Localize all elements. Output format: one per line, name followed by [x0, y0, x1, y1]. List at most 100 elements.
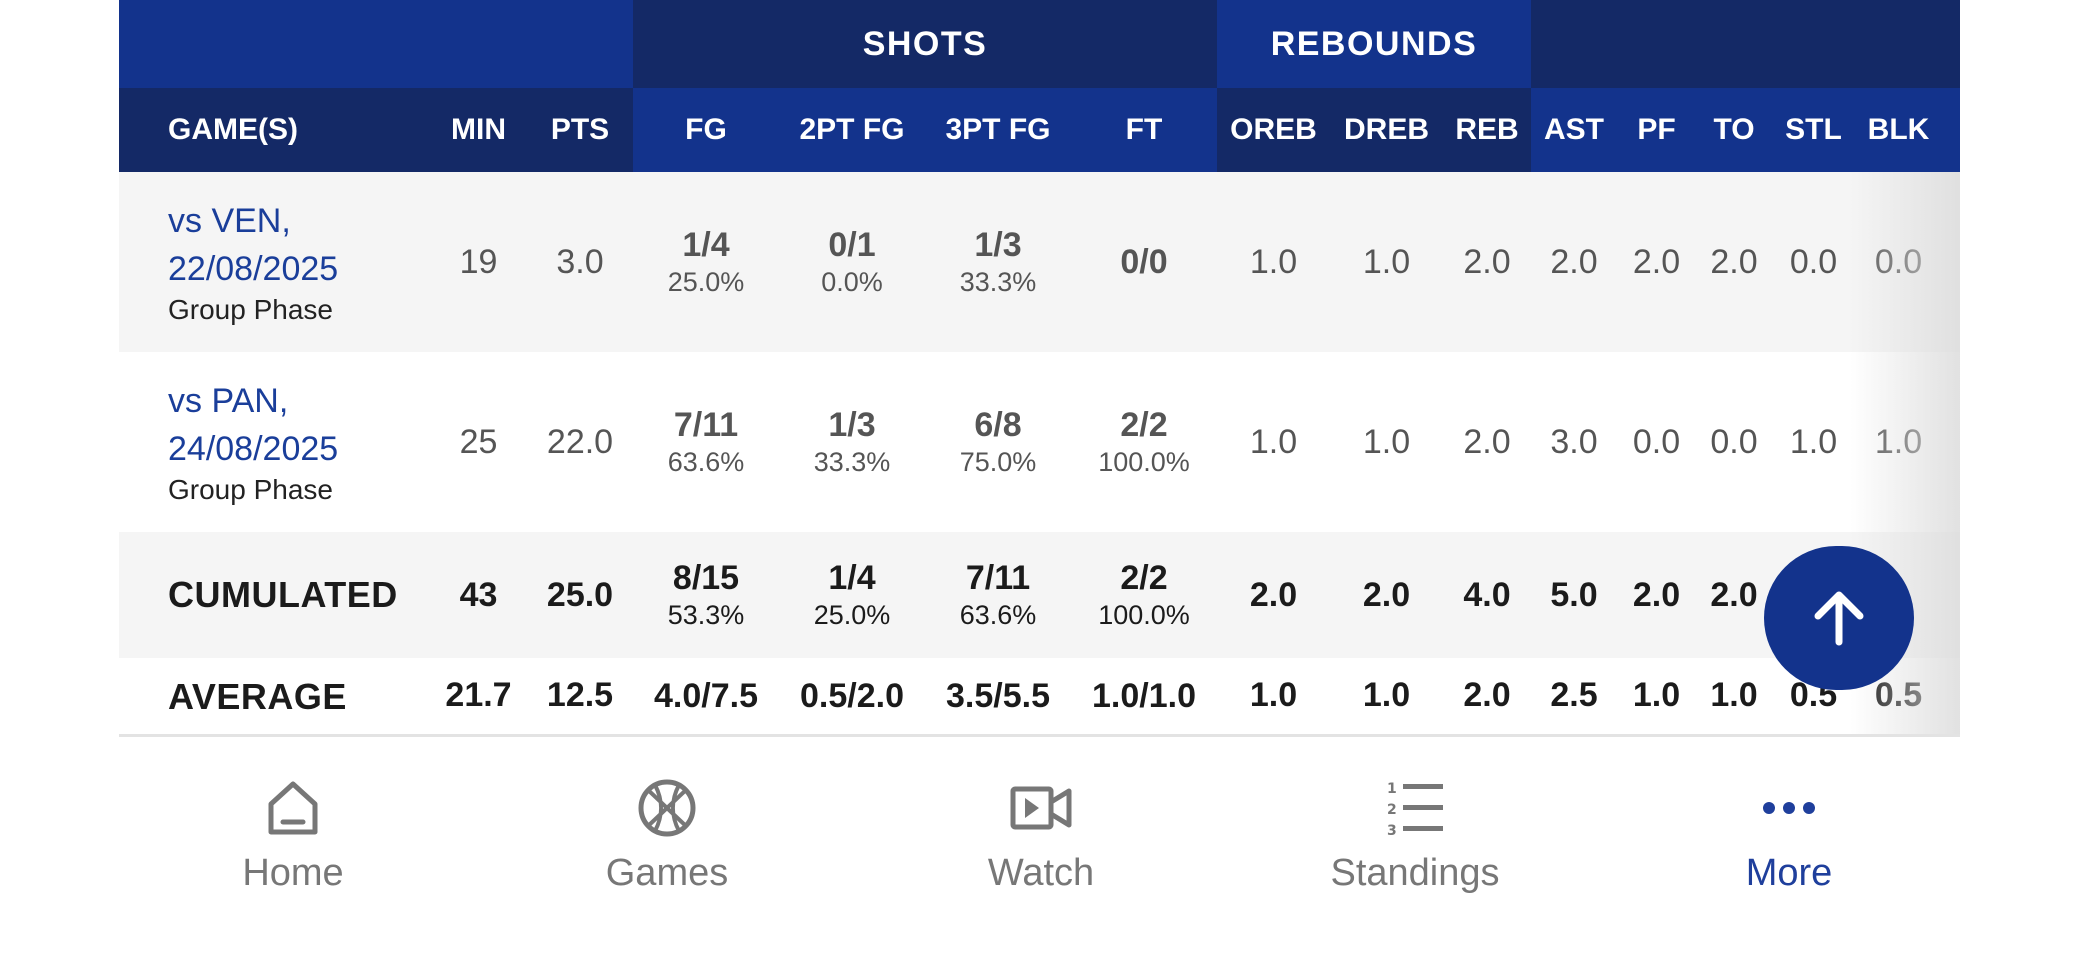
cell-min: 21.7: [430, 658, 527, 734]
nav-label-home: Home: [242, 852, 344, 894]
col-header-3pt-fg[interactable]: 3PT FG: [925, 88, 1071, 172]
col-header-pf[interactable]: PF: [1617, 88, 1696, 172]
cell-stl: 0.0: [1772, 172, 1855, 352]
ft-made-attempted: 0/0: [1120, 242, 1168, 281]
fg-made-attempted: 1/4: [682, 226, 730, 264]
col-header-stl[interactable]: STL: [1772, 88, 1855, 172]
cell-plus-minus: 59: [1942, 532, 1960, 658]
fg2-percentage: 0.0%: [821, 267, 883, 297]
cell-min: 19: [430, 172, 527, 352]
col-header-2pt-fg[interactable]: 2PT FG: [779, 88, 925, 172]
col-header-min[interactable]: MIN: [430, 88, 527, 172]
group-header-empty-right: [1531, 0, 1960, 88]
fg3-made-attempted: 7/11: [965, 559, 1031, 597]
cell-ast: 2.0: [1531, 172, 1617, 352]
fg2-made-attempted: 1/4: [828, 559, 876, 597]
game-cell: vs VEN, 22/08/2025 Group Phase: [119, 172, 430, 352]
cell-reb: 2.0: [1443, 352, 1531, 532]
cell-blk: 1.0: [1855, 352, 1942, 532]
col-header-fg[interactable]: FG: [633, 88, 779, 172]
cell-pts: 22.0: [527, 352, 633, 532]
cell-reb: 4.0: [1443, 532, 1531, 658]
home-icon: [268, 781, 318, 835]
ft-percentage: 100.0%: [1098, 447, 1190, 477]
fg-made-attempted: 4.0/7.5: [654, 677, 758, 715]
fg3-percentage: 63.6%: [959, 600, 1037, 630]
cell-pf: 2.0: [1617, 172, 1696, 352]
game-phase: Group Phase: [168, 294, 333, 325]
cell-3pt-fg: 6/8 75.0%: [925, 352, 1071, 532]
col-header-reb[interactable]: REB: [1443, 88, 1531, 172]
cell-oreb: 2.0: [1217, 532, 1330, 658]
nav-item-games[interactable]: Games: [497, 737, 837, 917]
fg2-made-attempted: 0.5/2.0: [800, 677, 904, 715]
group-header-shots: SHOTS: [633, 0, 1217, 88]
fg2-made-attempted: 0/1: [828, 226, 876, 264]
cell-to: 1.0: [1696, 658, 1772, 734]
col-header-dreb[interactable]: DREB: [1330, 88, 1443, 172]
cell-pts: 12.5: [527, 658, 633, 734]
fg-made-attempted: 7/11: [673, 406, 739, 444]
fg3-made-attempted: 1/3: [974, 226, 1022, 264]
cell-ast: 3.0: [1531, 352, 1617, 532]
nav-label-more: More: [1745, 852, 1833, 894]
nav-item-home[interactable]: Home: [123, 737, 463, 917]
cell-min: 25: [430, 352, 527, 532]
fg2-made-attempted: 1/3: [828, 406, 876, 444]
fg3-percentage: 75.0%: [959, 447, 1037, 477]
cell-ast: 5.0: [1531, 532, 1617, 658]
cell-2pt-fg: 0/1 0.0%: [779, 172, 925, 352]
cell-plus-minus: 29: [1942, 658, 1960, 734]
cell-2pt-fg: 1/4 25.0%: [779, 532, 925, 658]
game-link[interactable]: vs VEN, 22/08/2025: [168, 197, 430, 293]
cell-to: 0.0: [1696, 352, 1772, 532]
col-header-pts[interactable]: PTS: [527, 88, 633, 172]
nav-item-standings[interactable]: 1 2 3 Standings: [1245, 737, 1585, 917]
fg3-percentage: 33.3%: [959, 267, 1037, 297]
game-link[interactable]: vs PAN, 24/08/2025: [168, 377, 430, 473]
cell-dreb: 1.0: [1330, 172, 1443, 352]
col-header-ast[interactable]: AST: [1531, 88, 1617, 172]
cell-pts: 3.0: [527, 172, 633, 352]
cell-3pt-fg: 1/3 33.3%: [925, 172, 1071, 352]
col-header-games[interactable]: GAME(S): [119, 88, 430, 172]
svg-text:3: 3: [1387, 823, 1397, 839]
cell-oreb: 1.0: [1217, 658, 1330, 734]
ft-made-attempted: 2/2: [1120, 406, 1168, 444]
col-header-blk[interactable]: BLK: [1855, 88, 1942, 172]
cell-dreb: 1.0: [1330, 352, 1443, 532]
cell-ft: 2/2 100.0%: [1071, 532, 1217, 658]
col-header-ft[interactable]: FT: [1071, 88, 1217, 172]
cell-fg: 8/15 53.3%: [633, 532, 779, 658]
cell-ast: 2.5: [1531, 658, 1617, 734]
group-header-rebounds: REBOUNDS: [1217, 0, 1531, 88]
stats-table-container[interactable]: SHOTS REBOUNDS GAME(S) MIN PTS FG 2PT FG…: [119, 0, 1960, 737]
game-opponent: vs PAN,: [168, 382, 289, 420]
average-row: AVERAGE 21.7 12.5 4.0/7.5 0.5/2.0 3.5/5.…: [119, 658, 1960, 734]
cell-2pt-fg: 1/3 33.3%: [779, 352, 925, 532]
cell-pf: 1.0: [1617, 658, 1696, 734]
scroll-to-top-button[interactable]: [1764, 546, 1914, 690]
game-date: 22/08/2025: [168, 250, 339, 288]
table-row: vs PAN, 24/08/2025 Group Phase 25 22.0 7/…: [119, 352, 1960, 532]
cell-3pt-fg: 3.5/5.5: [925, 658, 1071, 734]
nav-item-more[interactable]: More: [1619, 737, 1959, 917]
group-header-row: SHOTS REBOUNDS: [119, 0, 1960, 88]
cell-plus-minus: 17: [1942, 172, 1960, 352]
cell-blk: 0.0: [1855, 172, 1942, 352]
game-opponent: vs VEN,: [168, 202, 291, 240]
nav-item-watch[interactable]: Watch: [871, 737, 1211, 917]
col-header-to[interactable]: TO: [1696, 88, 1772, 172]
cell-dreb: 2.0: [1330, 532, 1443, 658]
cell-ft: 0/0: [1071, 172, 1217, 352]
cell-stl: 1.0: [1772, 352, 1855, 532]
arrow-up-icon: [1814, 591, 1864, 646]
cell-reb: 2.0: [1443, 658, 1531, 734]
fg2-percentage: 33.3%: [813, 447, 891, 477]
fg2-percentage: 25.0%: [813, 600, 891, 630]
col-header-plus-minus[interactable]: +/: [1942, 88, 1960, 172]
col-header-oreb[interactable]: OREB: [1217, 88, 1330, 172]
cell-oreb: 1.0: [1217, 172, 1330, 352]
cell-dreb: 1.0: [1330, 658, 1443, 734]
cell-2pt-fg: 0.5/2.0: [779, 658, 925, 734]
